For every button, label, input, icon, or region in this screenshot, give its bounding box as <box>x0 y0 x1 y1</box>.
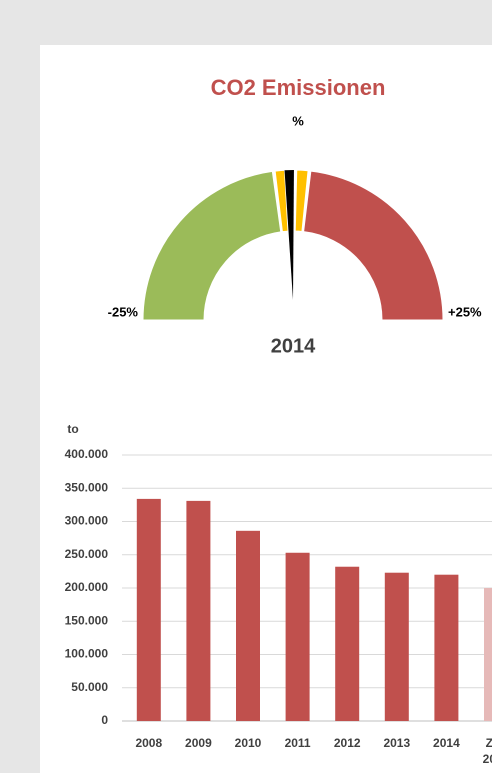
y-tick-label: 0 <box>101 713 108 727</box>
x-tick-label: 2012 <box>334 736 361 750</box>
x-tick-label: Ziel2020 <box>483 736 492 766</box>
x-tick-label: 2013 <box>383 736 410 750</box>
panel <box>40 45 492 773</box>
gauge-tick-label: +25% <box>448 304 482 319</box>
gauge-needle <box>284 170 294 300</box>
bar <box>186 500 211 721</box>
bar <box>484 588 492 721</box>
y-tick-label: 50.000 <box>71 680 108 694</box>
gauge-band <box>274 169 289 233</box>
bar <box>285 552 310 721</box>
x-tick-label: 2010 <box>235 736 262 750</box>
bar <box>236 530 260 721</box>
bar <box>434 574 459 721</box>
gauge-tick-label: -25% <box>108 304 139 319</box>
y-tick-label: 200.000 <box>65 580 109 594</box>
gauge-title: CO2 Emissionen <box>211 75 386 100</box>
x-tick-label: 2008 <box>135 736 162 750</box>
y-tick-label: 350.000 <box>65 480 109 494</box>
y-tick-label: 250.000 <box>65 547 109 561</box>
gauge-band <box>142 170 282 321</box>
bar <box>136 498 161 721</box>
x-tick-label: 2011 <box>285 736 311 750</box>
y-tick-label: 100.000 <box>65 647 109 661</box>
y-tick-label: 300.000 <box>65 514 109 528</box>
gauge-subtitle: % <box>292 113 304 128</box>
gauge-band <box>294 169 309 232</box>
y-tick-label: 150.000 <box>65 613 109 627</box>
gauge-label: 2014 <box>271 335 316 357</box>
bar <box>384 572 409 721</box>
bar <box>335 566 360 721</box>
y-tick-label: 400.000 <box>65 447 109 461</box>
x-tick-label: 2009 <box>185 736 212 750</box>
gauge-band <box>303 170 444 321</box>
y-axis-label: to <box>67 422 78 436</box>
x-tick-label: 2014 <box>433 736 460 750</box>
